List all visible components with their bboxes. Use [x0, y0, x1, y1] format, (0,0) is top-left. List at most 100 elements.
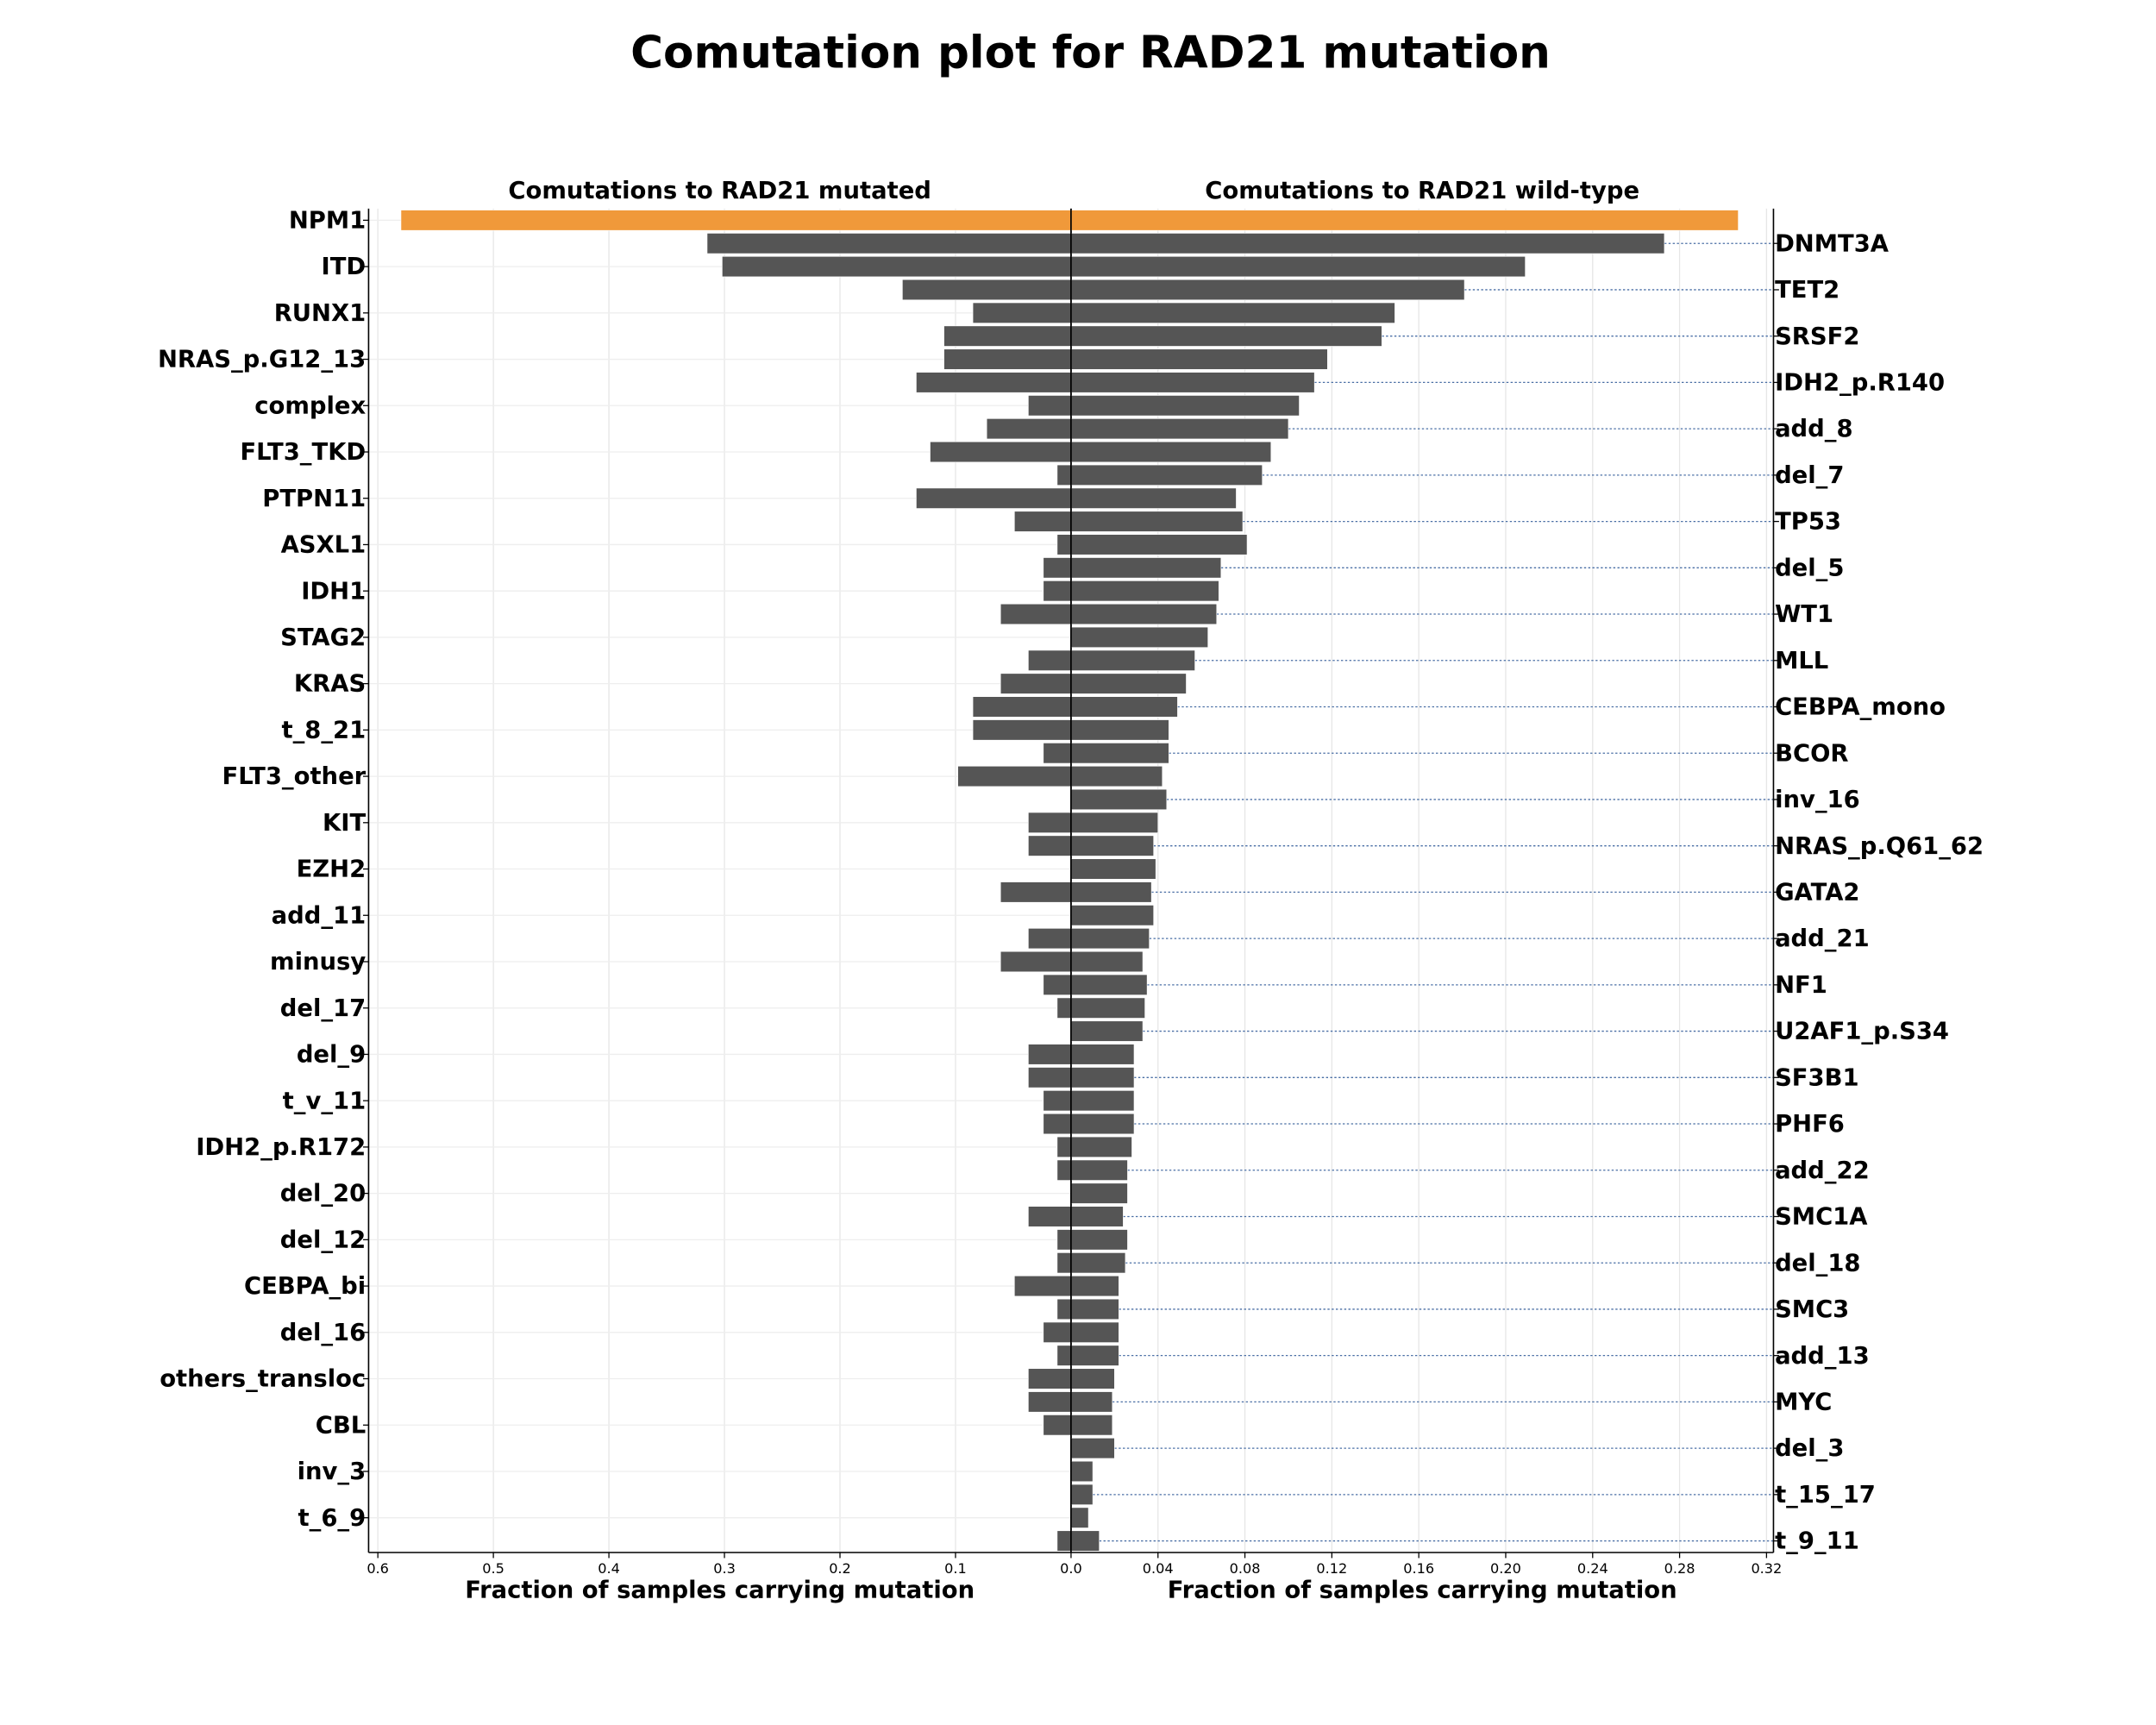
bar — [1028, 812, 1072, 833]
bar — [1070, 511, 1244, 532]
y-tick-label: del_5 — [1775, 555, 1844, 581]
y-tick-label: del_12 — [280, 1226, 366, 1253]
x-tick-label: 0.24 — [1577, 1560, 1608, 1577]
bar — [1070, 1414, 1113, 1436]
bar — [943, 325, 1072, 347]
subplot-title: Comutations to RAD21 mutated — [508, 178, 931, 204]
y-tick-label: others_transloc — [160, 1366, 366, 1393]
bar — [1043, 1414, 1072, 1436]
bar — [1070, 603, 1218, 625]
x-tick-label: 0.6 — [367, 1560, 389, 1577]
bar — [1070, 210, 1739, 231]
bar — [972, 696, 1072, 718]
y-tick-label: SMC1A — [1775, 1204, 1868, 1231]
bar — [1028, 395, 1072, 417]
y-tick-label: CEBPA_bi — [244, 1273, 366, 1300]
bar — [1070, 1530, 1100, 1552]
bar — [1013, 511, 1072, 532]
y-tick-label: IDH1 — [301, 578, 366, 605]
y-tick-label: EZH2 — [297, 856, 367, 883]
bar — [1070, 1460, 1094, 1483]
x-tick-label: 0.0 — [1060, 1560, 1082, 1577]
y-tick-label: del_17 — [280, 995, 366, 1022]
bar — [1070, 417, 1289, 440]
bar — [1028, 835, 1072, 856]
y-tick-label: ITD — [322, 254, 367, 280]
y-tick-label: t_8_21 — [281, 717, 366, 743]
bar — [916, 372, 1072, 393]
bar — [1070, 487, 1237, 509]
y-tick-label: TET2 — [1775, 277, 1839, 304]
y-tick-label: add_21 — [1775, 925, 1870, 952]
bar — [1028, 1368, 1072, 1389]
y-tick-label: del_16 — [280, 1320, 366, 1346]
bar — [400, 210, 1072, 231]
bar — [706, 233, 1072, 254]
y-tick-label: add_13 — [1775, 1343, 1870, 1370]
bar — [1070, 881, 1152, 903]
y-tick-label: MLL — [1775, 648, 1828, 674]
x-tick-label: 0.28 — [1664, 1560, 1695, 1577]
y-tick-label: TP53 — [1775, 509, 1841, 536]
bar — [1070, 1298, 1119, 1320]
bar — [1070, 1113, 1135, 1135]
bar — [1070, 302, 1395, 323]
bar — [1070, 279, 1465, 301]
y-tick-label: t_6_9 — [298, 1505, 367, 1532]
bar — [1070, 233, 1665, 254]
bar — [1070, 1020, 1144, 1042]
bar — [1070, 325, 1382, 347]
y-tick-label: GATA2 — [1775, 880, 1859, 906]
bar — [1070, 974, 1148, 995]
bar — [1070, 255, 1526, 278]
bar — [1070, 743, 1169, 764]
bar — [1070, 765, 1163, 787]
bar — [1056, 1298, 1072, 1320]
y-tick-label: add_22 — [1775, 1157, 1870, 1184]
bar — [1043, 1090, 1072, 1112]
bar — [1056, 1159, 1072, 1181]
bar — [1070, 1321, 1119, 1343]
bar — [1070, 441, 1272, 463]
bar — [1070, 1368, 1115, 1389]
bar — [1070, 858, 1156, 880]
y-tick-label: PTPN11 — [262, 486, 366, 512]
bar — [1070, 348, 1328, 370]
y-tick-label: PHF6 — [1775, 1111, 1845, 1138]
bar — [1056, 1136, 1072, 1158]
y-tick-label: del_3 — [1775, 1435, 1844, 1462]
bar — [1070, 1484, 1094, 1505]
y-tick-label: CEBPA_mono — [1775, 694, 1946, 721]
x-tick-label: 0.04 — [1143, 1560, 1174, 1577]
x-tick-label: 0.3 — [713, 1560, 736, 1577]
y-tick-label: add_11 — [272, 902, 367, 929]
y-tick-label: SMC3 — [1775, 1296, 1849, 1323]
bar — [1056, 464, 1072, 486]
bar — [722, 255, 1072, 278]
bar — [986, 417, 1072, 440]
bar — [1070, 534, 1248, 555]
bar — [1000, 673, 1072, 694]
bar — [1070, 1182, 1128, 1204]
bar — [1013, 1275, 1072, 1297]
bar — [1070, 1206, 1124, 1227]
bar — [1070, 1229, 1128, 1251]
y-tick-label: t_9_11 — [1775, 1528, 1859, 1555]
bar — [1028, 927, 1072, 950]
y-tick-label: add_8 — [1775, 416, 1853, 442]
y-tick-label: t_v_11 — [283, 1088, 367, 1114]
y-tick-label: NPM1 — [289, 207, 366, 234]
bar — [1056, 1252, 1072, 1274]
bar — [1028, 1391, 1072, 1413]
x-axis-label: Fraction of samples carrying mutation — [1168, 1578, 1677, 1604]
x-tick-label: 0.12 — [1316, 1560, 1347, 1577]
bar — [1070, 464, 1263, 486]
y-tick-label: ASXL1 — [281, 532, 367, 559]
y-tick-label: FLT3_TKD — [240, 439, 366, 466]
y-tick-label: del_9 — [297, 1042, 366, 1069]
y-tick-label: complex — [254, 392, 366, 419]
bar — [1070, 812, 1159, 833]
bar — [1070, 1067, 1135, 1088]
bar — [1043, 1321, 1072, 1343]
